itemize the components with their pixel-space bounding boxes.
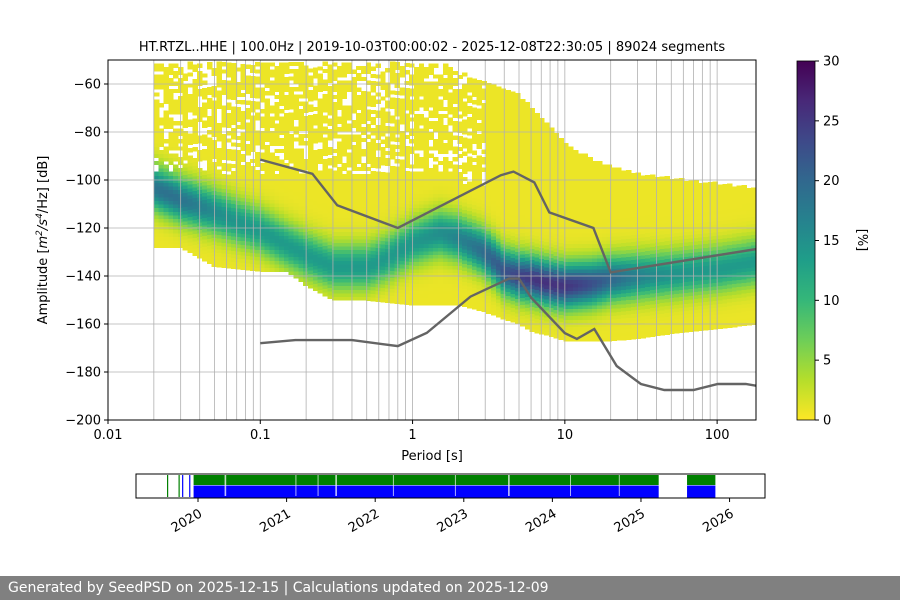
footer-bar: Generated by SeedPSD on 2025-12-15 | Cal… xyxy=(0,576,900,600)
timeline-year-label: 2026 xyxy=(700,506,736,536)
data-availability-timeline xyxy=(167,475,716,498)
y-tick-label: −120 xyxy=(65,222,101,237)
footer-text: Generated by SeedPSD on 2025-12-15 | Cal… xyxy=(8,580,549,596)
colorbar-tick-label: 10 xyxy=(823,294,840,309)
colorbar-tick-label: 20 xyxy=(823,174,840,189)
y-tick-label: −180 xyxy=(65,366,101,381)
x-tick-label: 1 xyxy=(408,428,416,443)
timeline-year-label: 2025 xyxy=(612,506,648,536)
y-tick-label: −160 xyxy=(65,318,101,333)
x-tick-label: 0.1 xyxy=(250,428,271,443)
timeline-year-label: 2022 xyxy=(346,506,382,536)
y-axis-label: Amplitude [m2/s4/Hz] [dB] xyxy=(35,156,51,325)
processed-span xyxy=(687,485,716,498)
y-tick-label: −100 xyxy=(65,174,101,189)
timeline-year-ticks: 2020 2021 2022 2023 2024 2025 2026 xyxy=(169,498,737,536)
colorbar-tick-label: 5 xyxy=(823,354,831,369)
colorbar-tick-label: 25 xyxy=(823,114,840,129)
colorbar-tick-label: 0 xyxy=(823,414,831,429)
x-tick-label: 0.01 xyxy=(94,428,123,443)
colorbar-label: [%] xyxy=(854,229,869,252)
timeline-year-label: 2021 xyxy=(257,506,293,536)
processed-span xyxy=(193,485,659,498)
psd-figure: HT.RTZL..HHE | 100.0Hz | 2019-10-03T00:0… xyxy=(35,40,869,536)
available-span xyxy=(193,475,659,485)
colorbar-tick-label: 30 xyxy=(823,55,840,70)
chart-title: HT.RTZL..HHE | 100.0Hz | 2019-10-03T00:0… xyxy=(139,40,725,55)
colorbar xyxy=(796,60,816,421)
timeline-frame xyxy=(135,473,766,499)
noise-model-lines xyxy=(259,158,756,392)
y-tick-label: −140 xyxy=(65,270,101,285)
available-span xyxy=(687,475,716,485)
x-tick-label: 100 xyxy=(705,428,730,443)
y-axis-ticks: −60 −80 −100 −120 −140 −160 −180 −200 xyxy=(65,78,108,429)
colorbar-tick-label: 15 xyxy=(823,234,840,249)
x-axis-ticks: 0.01 0.1 1 10 100 xyxy=(94,420,730,443)
plot-frame xyxy=(107,59,757,421)
y-tick-label: −200 xyxy=(65,414,101,429)
y-tick-label: −60 xyxy=(74,78,101,93)
colorbar-ticks: 0 5 10 15 20 25 30 xyxy=(815,55,840,429)
timeline-year-label: 2023 xyxy=(435,506,471,536)
x-axis-label: Period [s] xyxy=(401,449,463,464)
timeline-year-label: 2020 xyxy=(169,506,205,536)
nhnm-model-line xyxy=(259,158,756,274)
y-tick-label: −80 xyxy=(74,126,101,141)
psd-density-heatmap xyxy=(153,61,756,342)
x-tick-label: 10 xyxy=(557,428,574,443)
timeline-year-label: 2024 xyxy=(523,506,559,536)
nlnm-model-line xyxy=(260,277,756,392)
